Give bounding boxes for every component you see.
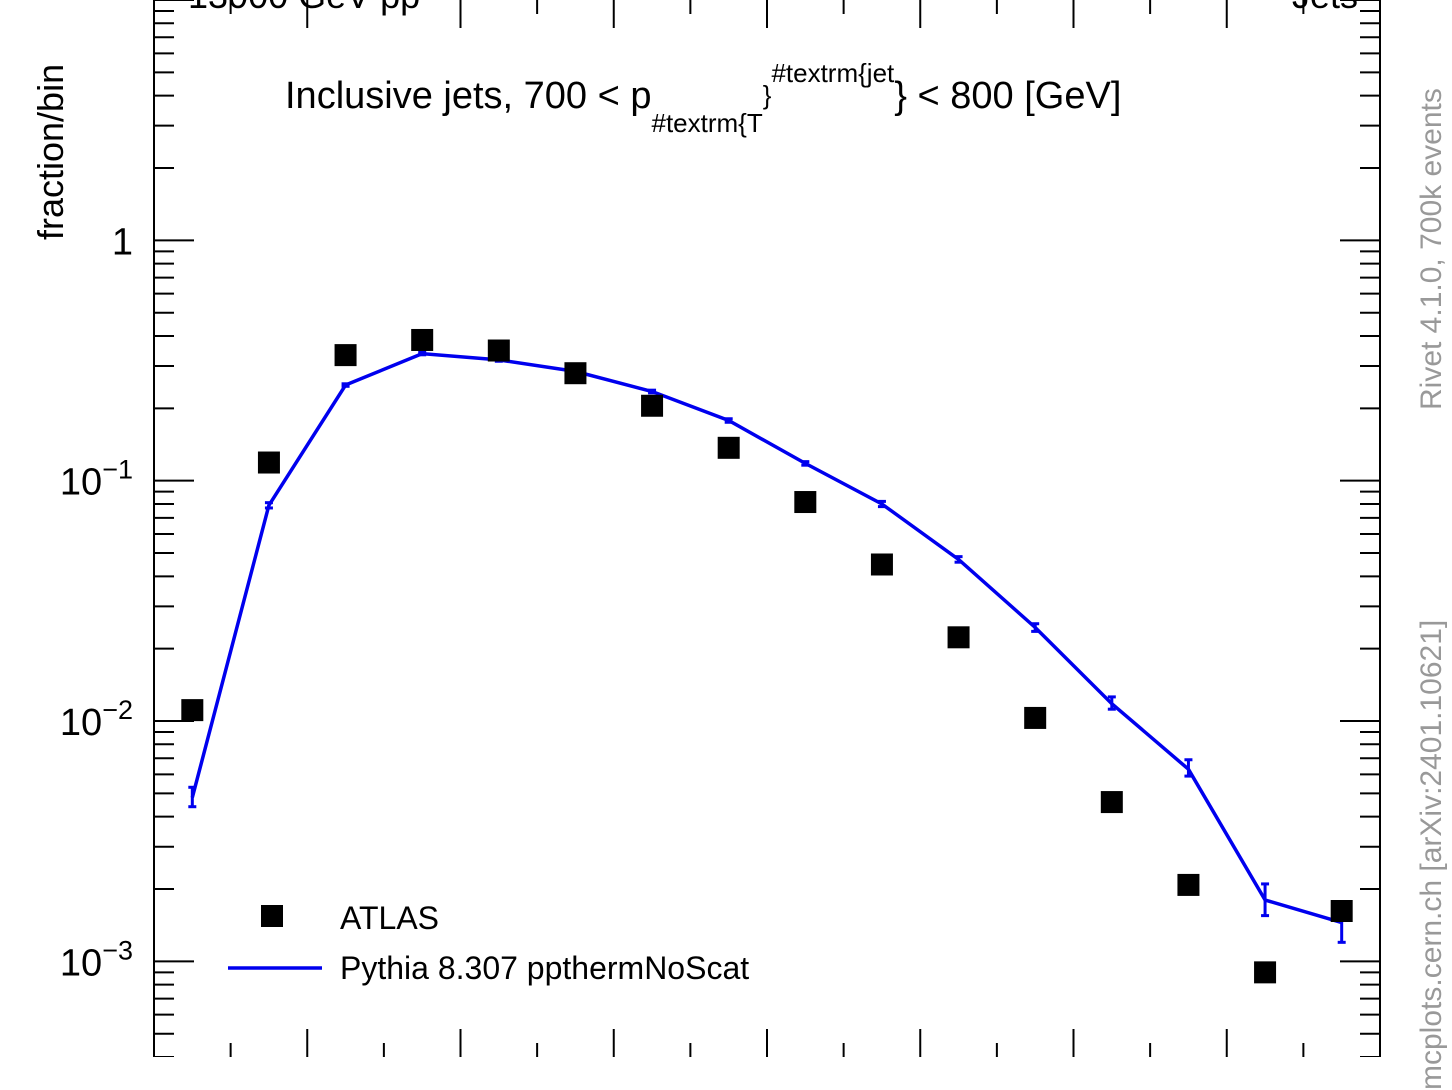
atlas-point [1330, 900, 1353, 923]
atlas-point [181, 699, 204, 722]
atlas-point [717, 436, 740, 459]
atlas-point [870, 553, 893, 576]
atlas-point [411, 328, 434, 351]
chart-title: Inclusive jets, 700 < p#textrm{T}#textrm… [285, 58, 1121, 138]
top-right-label: Jets [1292, 0, 1358, 17]
y-tick-label: 1 [112, 221, 133, 263]
axis-ticks [153, 0, 1381, 1057]
y-tick-labels: 1 10−1 10−2 10−3 [60, 221, 133, 984]
atlas-point [1177, 873, 1200, 896]
y-tick-label: 10−2 [60, 695, 133, 744]
atlas-point [334, 344, 357, 367]
y-tick-label: 10−1 [60, 455, 133, 504]
pythia-line [190, 351, 1343, 925]
chart: 1 10−1 10−2 10−3 Inclusive jets, 700 < p#te… [60, 0, 1381, 1057]
legend-atlas-label: ATLAS [340, 900, 439, 936]
legend-pythia-label: Pythia 8.307 ppthermNoScat [340, 950, 749, 986]
plot-frame [153, 0, 1381, 1057]
top-left-label: 13000 GeV pp [188, 0, 420, 17]
atlas-point [487, 339, 510, 362]
pythia-series [188, 350, 1346, 944]
legend: ATLAS Pythia 8.307 ppthermNoScat [228, 900, 749, 986]
atlas-series [181, 328, 1353, 984]
atlas-point [947, 626, 970, 649]
atlas-point [564, 362, 587, 385]
atlas-point [257, 451, 280, 474]
rivet-version-label: Rivet 4.1.0, 700k events [1415, 88, 1448, 410]
atlas-point [641, 394, 664, 417]
mcplots-reference-label: mcplots.cern.ch [arXiv:2401.10621] [1415, 619, 1448, 1090]
atlas-point [1254, 961, 1277, 984]
y-tick-label: 10−3 [60, 935, 133, 984]
legend-atlas-marker [261, 905, 283, 927]
atlas-point [1024, 706, 1047, 729]
atlas-point [1100, 791, 1123, 814]
y-axis-label: fraction/bin [30, 63, 71, 240]
atlas-point [794, 491, 817, 514]
